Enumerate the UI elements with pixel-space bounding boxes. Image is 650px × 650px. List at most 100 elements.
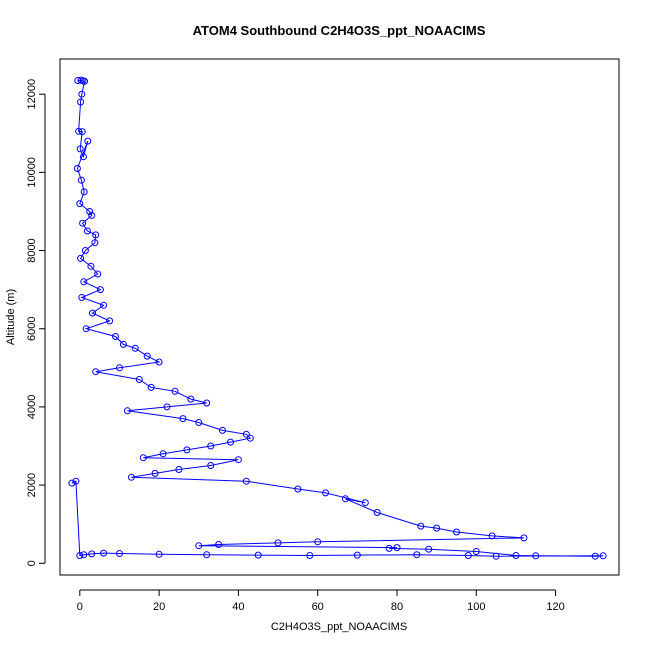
x-tick-label: 0 bbox=[77, 601, 83, 613]
y-tick-label: 2000 bbox=[26, 473, 38, 497]
data-point bbox=[147, 383, 155, 391]
data-point bbox=[417, 522, 425, 530]
y-axis: 0 2000 4000 6000 8000 10000 12000 bbox=[26, 79, 46, 566]
data-point bbox=[80, 278, 88, 286]
data-point bbox=[385, 544, 393, 552]
chart-title: ATOM4 Southbound C2H4O3S_ppt_NOAACIMS bbox=[193, 23, 486, 38]
data-point bbox=[195, 542, 203, 550]
data-point bbox=[492, 552, 500, 560]
data-point bbox=[183, 446, 191, 454]
data-point bbox=[203, 551, 211, 559]
data-point bbox=[77, 176, 85, 184]
data-point bbox=[127, 473, 135, 481]
data-point bbox=[88, 550, 96, 558]
data-point bbox=[187, 395, 195, 403]
data-point bbox=[88, 211, 96, 219]
data-point bbox=[135, 376, 143, 383]
plot-area-frame bbox=[59, 58, 620, 576]
data-point bbox=[175, 466, 183, 473]
data-point bbox=[73, 165, 81, 172]
data-point bbox=[77, 98, 85, 106]
data-point bbox=[373, 509, 381, 516]
data-point bbox=[76, 145, 84, 153]
data-point bbox=[77, 254, 85, 262]
data-point bbox=[94, 270, 102, 278]
series-layer bbox=[68, 76, 607, 560]
data-point bbox=[81, 247, 89, 254]
data-point bbox=[433, 524, 441, 532]
data-point bbox=[215, 541, 223, 548]
data-point bbox=[306, 552, 314, 559]
data-point bbox=[227, 438, 234, 446]
data-point bbox=[112, 333, 119, 340]
series-trace-line bbox=[71, 79, 604, 557]
data-point bbox=[254, 551, 262, 559]
data-point bbox=[532, 552, 540, 560]
data-point bbox=[207, 442, 215, 450]
data-point bbox=[75, 127, 83, 135]
x-tick-label: 120 bbox=[546, 601, 564, 613]
data-point bbox=[80, 188, 88, 196]
data-point bbox=[84, 137, 92, 145]
data-point bbox=[82, 325, 90, 333]
data-point bbox=[91, 239, 99, 247]
data-point bbox=[89, 309, 96, 317]
data-point bbox=[591, 552, 599, 560]
data-point bbox=[361, 499, 369, 507]
data-point bbox=[413, 551, 421, 559]
data-point bbox=[74, 77, 82, 84]
data-point bbox=[81, 77, 89, 85]
data-point bbox=[155, 358, 163, 366]
data-point bbox=[78, 128, 86, 136]
y-tick-label: 12000 bbox=[26, 79, 38, 110]
data-point bbox=[353, 551, 361, 559]
data-point bbox=[151, 469, 159, 477]
data-point bbox=[322, 489, 330, 497]
data-point bbox=[87, 262, 95, 270]
data-point bbox=[80, 551, 88, 559]
data-point bbox=[246, 434, 254, 442]
data-point bbox=[78, 294, 86, 301]
data-point bbox=[79, 153, 87, 161]
data-point bbox=[79, 219, 87, 227]
data-point bbox=[512, 552, 520, 559]
data-point bbox=[100, 549, 108, 557]
data-point bbox=[453, 528, 460, 536]
data-point bbox=[139, 454, 147, 462]
data-point bbox=[96, 286, 104, 294]
data-point bbox=[219, 426, 226, 434]
data-point bbox=[92, 231, 100, 239]
data-point bbox=[76, 200, 84, 208]
data-point bbox=[464, 552, 472, 559]
data-point bbox=[234, 456, 242, 464]
data-point bbox=[163, 403, 171, 411]
y-tick-label: 6000 bbox=[26, 316, 38, 340]
data-point bbox=[242, 430, 250, 438]
data-point bbox=[159, 450, 167, 458]
y-tick-label: 4000 bbox=[26, 395, 38, 419]
data-point bbox=[393, 544, 401, 552]
data-point bbox=[76, 552, 84, 559]
data-point bbox=[171, 387, 179, 395]
data-point bbox=[520, 534, 528, 542]
data-point bbox=[131, 344, 139, 352]
data-point bbox=[155, 550, 163, 558]
y-tick-label: 10000 bbox=[26, 157, 38, 188]
x-tick-label: 80 bbox=[391, 601, 403, 613]
data-point bbox=[92, 368, 100, 376]
data-point bbox=[119, 340, 127, 348]
data-point bbox=[195, 419, 203, 426]
data-point bbox=[83, 227, 91, 235]
data-point bbox=[116, 550, 123, 557]
data-point bbox=[68, 479, 76, 487]
x-tick-label: 40 bbox=[232, 601, 244, 613]
data-point bbox=[314, 538, 322, 546]
data-point bbox=[72, 477, 80, 485]
y-tick-label: 8000 bbox=[26, 238, 38, 262]
x-tick-label: 100 bbox=[467, 601, 485, 613]
data-point bbox=[341, 495, 349, 503]
x-axis: 0 20 40 60 80 100 120 bbox=[77, 589, 565, 613]
y-tick-label: 0 bbox=[26, 560, 38, 566]
data-point bbox=[274, 539, 282, 547]
